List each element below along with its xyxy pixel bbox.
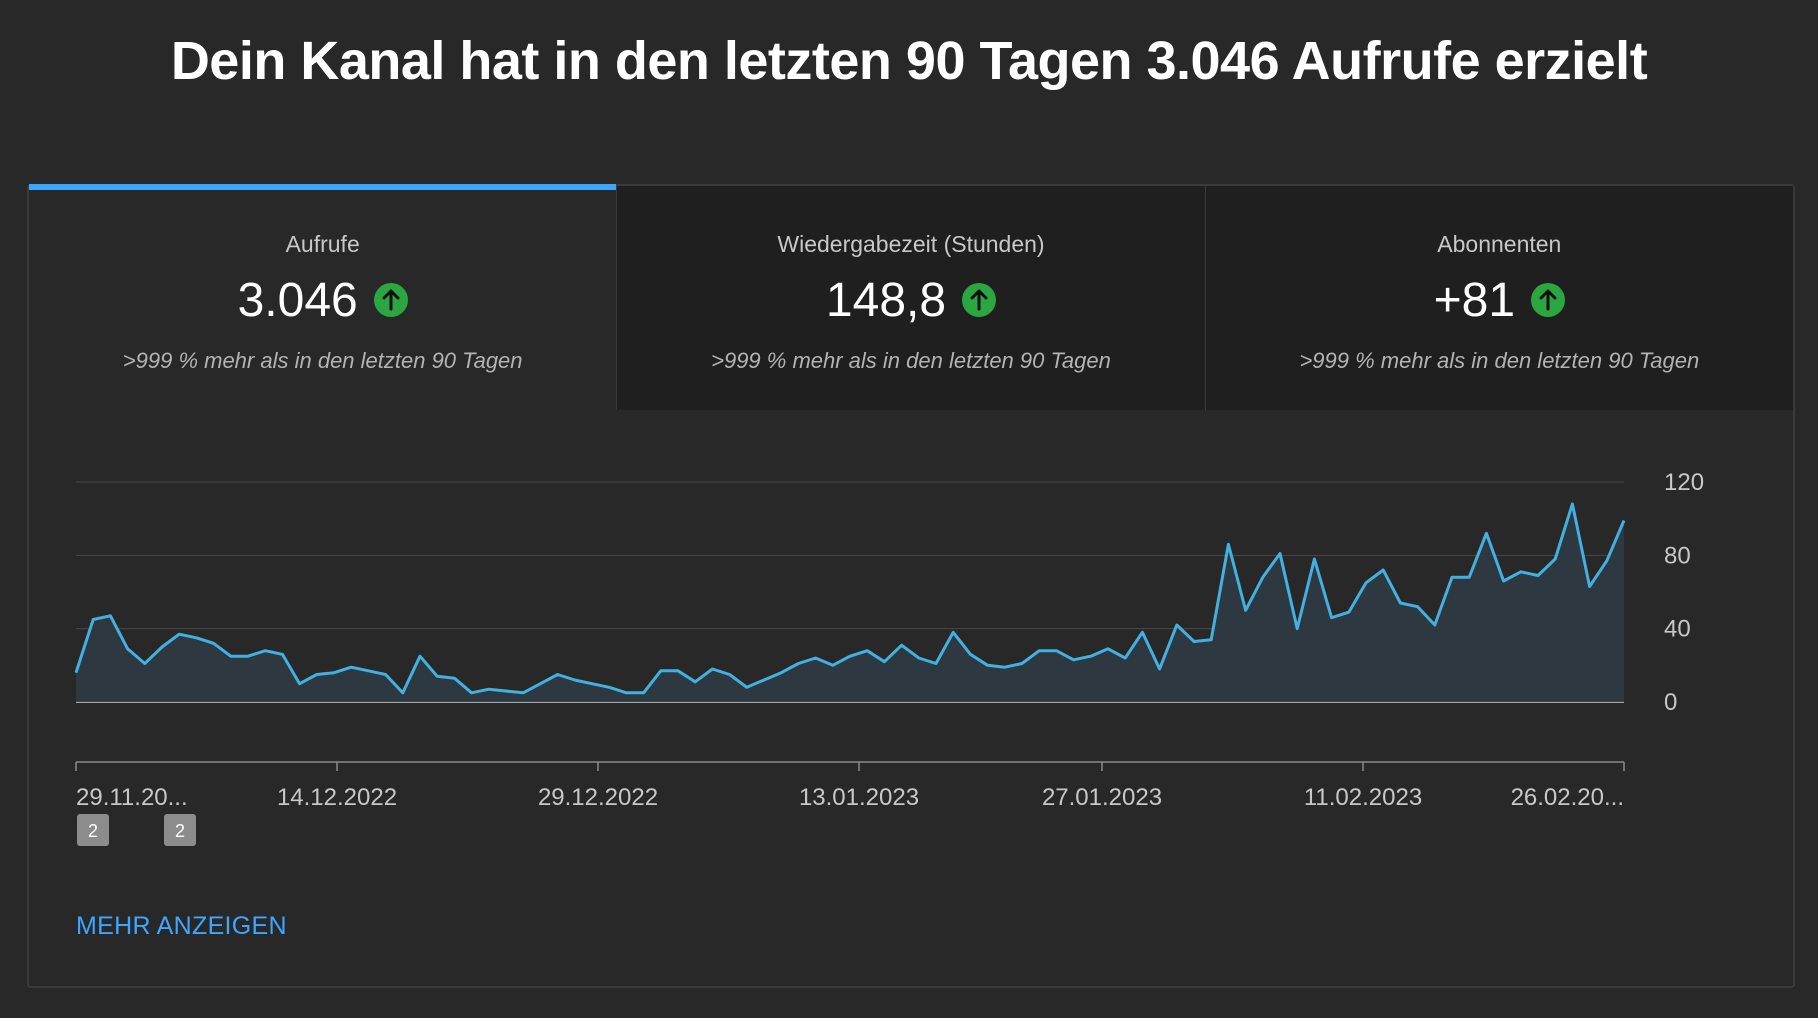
views-chart: 0 40 80 120 2 2 29.11.20... 14.12.2022 29.12.202… <box>29 410 1793 890</box>
show-more-link[interactable]: MEHR ANZEIGEN <box>76 912 287 940</box>
annotation-badge-label: 2 <box>175 821 185 841</box>
series-area <box>76 504 1624 702</box>
x-tick-label: 11.02.2023 <box>1304 784 1422 811</box>
series-line <box>74 502 1626 695</box>
annotation-badge <box>77 814 109 846</box>
tab-subscribers[interactable]: Abonnenten +81 >999 % mehr als in den le… <box>1204 186 1793 410</box>
x-tick-label: 13.01.2023 <box>799 784 919 811</box>
tab-views-compare: >999 % mehr als in den letzten 90 Tagen <box>122 348 523 373</box>
tab-subscribers-value: +81 <box>1433 273 1516 327</box>
tab-views[interactable]: Aufrufe 3.046 >999 % mehr als in den let… <box>29 184 617 410</box>
tab-watch-time-compare: >999 % mehr als in den letzten 90 Tagen <box>711 348 1111 373</box>
x-tick-label: 27.01.2023 <box>1042 784 1162 811</box>
x-tick-label: 29.12.2022 <box>538 784 658 811</box>
tab-subscribers-label: Abonnenten <box>1437 231 1562 257</box>
x-tick-label: 14.12.2022 <box>277 784 397 811</box>
analytics-card: Aufrufe 3.046 >999 % mehr als in den let… <box>27 184 1795 988</box>
trend-up-icon <box>1531 283 1566 317</box>
tab-watch-time-value: 148,8 <box>825 273 947 327</box>
trend-up-icon <box>373 283 408 317</box>
y-tick-label: 40 <box>1664 616 1691 643</box>
tab-views-label: Aufrufe <box>285 231 360 257</box>
tab-watch-time-label: Wiedergabezeit (Stunden) <box>777 231 1045 257</box>
tab-views-value: 3.046 <box>237 273 358 327</box>
page-headline: Dein Kanal hat in den letzten 90 Tagen 3… <box>170 31 1648 91</box>
trend-up-icon <box>962 283 997 317</box>
metric-tabs: Aufrufe 3.046 >999 % mehr als in den let… <box>29 184 1793 410</box>
y-tick-label: 120 <box>1664 469 1704 496</box>
y-tick-label: 80 <box>1664 542 1691 569</box>
tab-subscribers-compare: >999 % mehr als in den letzten 90 Tagen <box>1299 348 1700 373</box>
x-tick-label: 29.11.20... <box>76 784 188 811</box>
views-chart-svg: 0 40 80 120 2 2 29.11.20... 14.12.2022 29.12.202… <box>74 469 1704 846</box>
x-tick-label: 26.02.20... <box>1511 784 1624 811</box>
annotation-badge-label: 2 <box>88 821 98 841</box>
annotation-badge <box>164 814 196 846</box>
y-tick-label: 0 <box>1664 689 1677 716</box>
tab-watch-time[interactable]: Wiedergabezeit (Stunden) 148,8 >999 % me… <box>616 186 1205 410</box>
